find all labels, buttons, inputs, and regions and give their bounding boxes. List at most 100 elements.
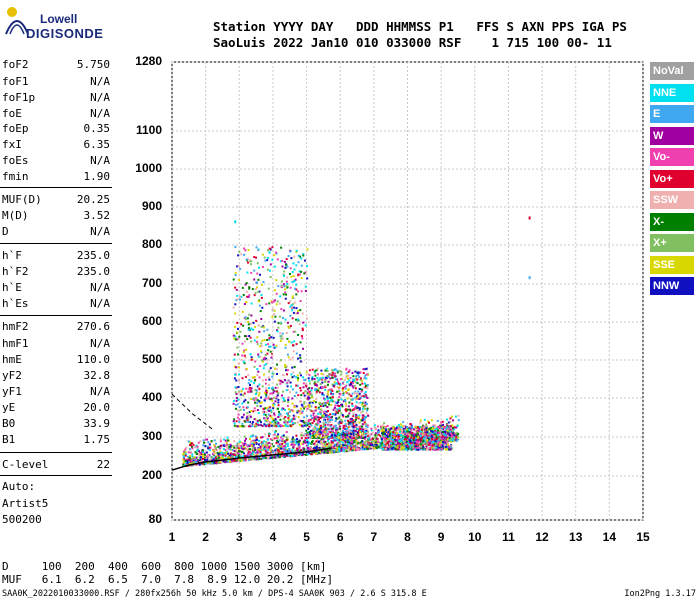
echo-point — [364, 374, 367, 377]
echo-point — [260, 436, 263, 439]
echo-point — [322, 430, 325, 433]
echo-point — [250, 327, 253, 330]
echo-point — [202, 444, 205, 447]
echo-point — [291, 448, 294, 451]
echo-point — [307, 395, 310, 398]
echo-point — [355, 416, 358, 419]
echo-point — [398, 443, 401, 445]
echo-point — [220, 460, 223, 462]
param-row-hes: h`Es N/A — [2, 297, 110, 311]
echo-point — [254, 439, 257, 442]
echo-point — [248, 287, 251, 290]
echo-point — [326, 450, 329, 453]
echo-point — [265, 389, 268, 392]
echo-point — [318, 387, 321, 390]
divider — [0, 475, 112, 476]
echo-point — [257, 355, 260, 358]
echo-point — [425, 426, 428, 428]
echo-point — [256, 405, 259, 408]
echo-point — [260, 457, 262, 460]
echo-point — [190, 452, 193, 455]
echo-point — [254, 424, 257, 427]
echo-point — [314, 406, 317, 408]
echo-point — [316, 443, 319, 446]
param-row-fmin: fmin 1.90 — [2, 170, 110, 184]
echo-point — [284, 363, 287, 366]
echo-point — [251, 425, 254, 427]
echo-point — [265, 457, 268, 460]
echo-point — [356, 448, 359, 451]
echo-point — [431, 436, 434, 439]
echo-point — [333, 381, 336, 384]
echo-point — [428, 436, 431, 438]
echo-point — [350, 448, 352, 451]
echo-point — [266, 438, 269, 441]
echo-point — [257, 386, 260, 389]
echo-point — [304, 437, 307, 440]
echo-point — [337, 382, 340, 385]
echo-point — [443, 447, 446, 450]
echo-point — [248, 327, 250, 330]
echo-point — [380, 427, 383, 430]
echo-point — [286, 445, 289, 448]
echo-point — [408, 426, 411, 429]
echo-point — [284, 266, 287, 269]
echo-point — [256, 409, 259, 411]
echo-point — [334, 408, 337, 411]
echo-point — [316, 389, 319, 392]
echo-point — [374, 432, 377, 435]
echo-point — [338, 409, 340, 412]
echo-point — [213, 452, 216, 455]
echo-point — [234, 271, 237, 274]
echo-point — [261, 453, 264, 456]
echo-point — [361, 423, 364, 426]
echo-point — [251, 376, 254, 379]
echo-point — [233, 422, 236, 425]
echo-point — [370, 433, 373, 436]
param-name: B0 — [2, 417, 16, 430]
echo-point — [207, 447, 210, 450]
echo-point — [412, 440, 415, 443]
echo-point — [261, 266, 264, 268]
echo-point — [258, 290, 261, 293]
echo-point — [293, 365, 296, 368]
echo-point — [236, 403, 239, 406]
echo-point — [331, 430, 334, 433]
echo-point — [203, 452, 206, 455]
echo-point — [358, 436, 361, 439]
echo-point — [296, 409, 299, 412]
echo-point — [361, 407, 364, 410]
echo-point — [206, 445, 209, 448]
echo-point — [389, 431, 392, 433]
echo-point — [418, 428, 421, 431]
echo-point — [225, 440, 228, 443]
echo-point — [311, 379, 314, 382]
echo-point — [340, 373, 343, 376]
echo-point — [272, 388, 275, 391]
echo-point — [291, 295, 294, 298]
echo-point — [315, 388, 318, 391]
echo-point — [285, 332, 288, 334]
echo-point — [325, 430, 328, 433]
echo-point — [278, 443, 281, 446]
echo-point — [315, 369, 318, 372]
echo-point — [183, 464, 186, 467]
echo-point — [338, 396, 341, 399]
echo-point — [277, 413, 280, 416]
echo-point — [357, 409, 360, 412]
echo-point — [261, 457, 264, 460]
echo-point — [224, 453, 227, 456]
echo-point — [265, 391, 268, 394]
echo-point — [233, 446, 236, 449]
echo-point — [409, 443, 412, 446]
echo-point — [301, 454, 304, 457]
echo-point — [289, 300, 292, 303]
echo-point — [258, 330, 261, 333]
echo-point — [307, 390, 310, 393]
echo-point — [234, 335, 237, 338]
echo-point — [404, 429, 407, 432]
echo-point — [330, 416, 333, 419]
echo-point — [368, 444, 371, 447]
echo-point — [227, 444, 230, 447]
echo-point — [249, 440, 252, 443]
